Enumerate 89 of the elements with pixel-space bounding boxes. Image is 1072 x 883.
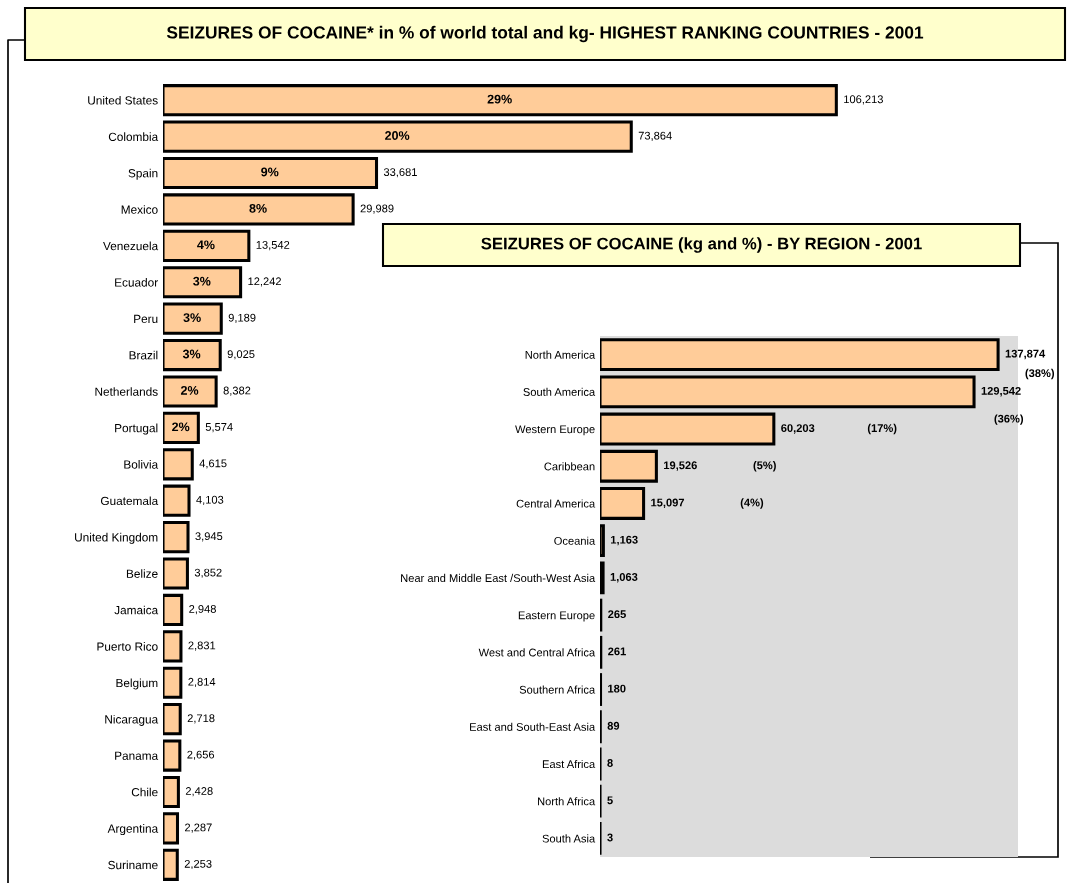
data-label: 3,852: [194, 568, 222, 578]
data-label: 2,656: [187, 750, 215, 760]
data-label: 8,382: [223, 386, 251, 396]
text: (38%): [1025, 368, 1055, 380]
y-tick-label: Mexico: [121, 205, 158, 214]
annotation: (17%): [867, 423, 897, 435]
annotation: 2%: [180, 385, 199, 395]
data-label: 89: [607, 721, 620, 730]
y-tick-label: Belgium: [116, 678, 158, 690]
annotation: 29%: [487, 94, 512, 104]
data-label: 3: [607, 833, 613, 842]
y-tick-label: Suriname: [108, 860, 158, 870]
y-tick-label: Panama: [115, 751, 159, 760]
data-label: 19,526: [664, 461, 697, 471]
y-tick-label: Ecuador: [115, 277, 158, 287]
y-tick-label: South Asia: [542, 834, 596, 843]
y-tick-label: North America: [525, 350, 596, 359]
data-label: 2,831: [188, 641, 216, 651]
annotation: 4%: [197, 240, 215, 250]
annotation: (4%): [740, 498, 764, 509]
y-tick-label: Brazil: [129, 350, 158, 360]
y-tick-label: Colombia: [108, 132, 159, 142]
y-tick-label: Argentina: [107, 824, 159, 836]
annotation: 3%: [193, 276, 211, 286]
annotation: 3%: [182, 349, 201, 359]
annotation: 3%: [183, 313, 201, 323]
data-label: 1,063: [610, 573, 638, 583]
data-label: 129,542: [981, 386, 1021, 397]
y-tick-label: Puerto Rico: [97, 642, 158, 651]
y-tick-label: Netherlands: [95, 387, 158, 396]
annotation: 20%: [385, 131, 410, 140]
y-tick-label: Venezuela: [103, 241, 159, 251]
y-tick-label: Oceania: [554, 536, 596, 545]
y-tick-label: Southern Africa: [519, 685, 596, 694]
data-label: 2,948: [189, 605, 216, 615]
annotation: (36%): [994, 414, 1024, 425]
data-label: 15,097: [651, 498, 685, 509]
data-label: 180: [608, 684, 626, 693]
data-label: 4,103: [196, 495, 224, 505]
y-tick-label: Near and Middle East /South-West Asia: [401, 573, 596, 583]
y-tick-label: East and South-East Asia: [470, 722, 596, 731]
y-tick-label: Central America: [516, 499, 596, 508]
chart-title: SEIZURES OF COCAINE (kg and %) - BY REGION - 2001: [481, 237, 922, 253]
y-tick-label: East Africa: [542, 759, 596, 769]
y-tick-label: Nicaragua: [105, 714, 159, 726]
y-tick-label: Belize: [126, 569, 158, 578]
y-tick-label: West and Central Africa: [478, 648, 596, 657]
data-label: 106,213: [844, 95, 883, 105]
data-label: 9,189: [228, 313, 256, 323]
data-label: 12,242: [248, 277, 281, 287]
data-label: 60,203: [781, 424, 815, 434]
data-label: 2,287: [185, 823, 212, 833]
data-label: 2,718: [187, 714, 215, 724]
data-label: 5,574: [205, 423, 233, 433]
y-tick-label: Chile: [131, 787, 158, 797]
data-label: 3,945: [195, 532, 223, 542]
data-label: 261: [608, 647, 626, 656]
y-tick-label: Spain: [128, 168, 158, 180]
data-label: 2,428: [185, 787, 213, 797]
data-label: 9,025: [227, 350, 255, 360]
data-label: 2,814: [188, 677, 216, 688]
chart-title: SEIZURES OF COCAINE* in % of world total and kg- HIGHEST RANKING COUNTRIES - 2001: [166, 25, 924, 43]
data-label: 8: [607, 759, 613, 767]
annotation: 2%: [172, 422, 190, 432]
data-label: 73,864: [638, 131, 672, 141]
data-label: 2,253: [184, 859, 212, 870]
data-label: 29,989: [360, 204, 394, 214]
data-label: 13,542: [256, 240, 290, 251]
data-label: 137,874: [1005, 349, 1046, 360]
annotation: (5%): [753, 461, 776, 472]
y-tick-label: Portugal: [115, 423, 158, 435]
y-tick-label: South America: [523, 387, 596, 396]
y-tick-label: Western Europe: [515, 425, 595, 436]
data-label: 265: [608, 610, 626, 619]
y-tick-label: Guatemala: [100, 496, 159, 506]
y-tick-label: North Africa: [538, 797, 596, 806]
annotation: 9%: [261, 167, 279, 177]
data-label: 33,681: [383, 168, 417, 178]
y-tick-label: Caribbean: [544, 462, 595, 471]
annotation: 8%: [249, 203, 267, 213]
y-tick-label: Jamaica: [114, 605, 159, 615]
data-label: 5: [607, 796, 613, 805]
data-label: 1,163: [611, 535, 638, 546]
y-tick-label: United Kingdom: [75, 532, 158, 544]
y-tick-label: Peru: [134, 314, 158, 324]
y-tick-label: Bolivia: [124, 460, 159, 469]
y-tick-label: United States: [88, 95, 158, 105]
data-label: 4,615: [199, 459, 227, 469]
y-tick-label: Eastern Europe: [518, 611, 595, 622]
